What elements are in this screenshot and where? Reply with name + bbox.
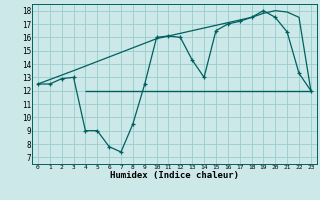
X-axis label: Humidex (Indice chaleur): Humidex (Indice chaleur): [110, 171, 239, 180]
